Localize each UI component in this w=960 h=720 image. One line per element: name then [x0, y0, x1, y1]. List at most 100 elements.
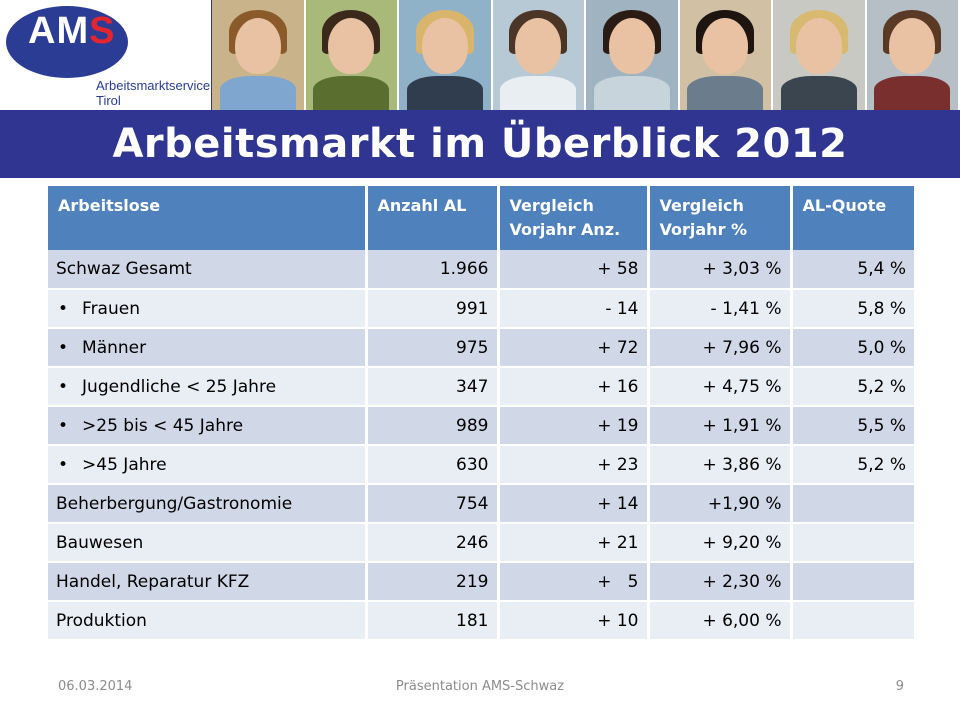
cell-al-quote — [791, 523, 914, 563]
title-bar: Arbeitsmarkt im Überblick 2012 — [0, 110, 960, 178]
row-label: Frauen — [48, 289, 368, 329]
body-shape — [500, 76, 577, 110]
cell-vergleich-prozent: + 2,30 % — [648, 562, 793, 602]
table-header-row: Arbeitslose Anzahl AL Vergleich Vorjahr … — [48, 186, 914, 250]
cell-vergleich-prozent: + 1,91 % — [648, 406, 793, 446]
cell-vergleich-anzahl: + 14 — [498, 484, 650, 524]
cell-vergleich-anzahl: + 58 — [498, 250, 650, 290]
cell-anzahl: 975 — [366, 328, 500, 368]
row-label: Handel, Reparatur KFZ — [48, 562, 368, 602]
cell-vergleich-anzahl: + 21 — [498, 523, 650, 563]
cell-anzahl: 1.966 — [366, 250, 500, 290]
cell-anzahl: 754 — [366, 484, 500, 524]
logo-wordmark: AMS — [28, 10, 116, 52]
row-label: Produktion — [48, 601, 368, 641]
header-anzahl: Anzahl AL — [366, 186, 500, 250]
header-al-quote: AL-Quote — [791, 186, 914, 250]
cell-al-quote: 5,2 % — [791, 445, 914, 485]
header-vergleich-prozent: Vergleich Vorjahr % — [648, 186, 793, 250]
body-shape — [780, 76, 857, 110]
body-shape — [687, 76, 764, 110]
logo-ellipse — [6, 6, 128, 78]
logo-subtitle-line2: Tirol — [96, 93, 121, 108]
face-shape — [889, 18, 936, 74]
cell-vergleich-prozent: + 6,00 % — [648, 601, 793, 641]
ams-logo: AMS Arbeitsmarktservice Tirol — [0, 0, 212, 110]
logo-subtitle: Arbeitsmarktservice Tirol — [96, 78, 210, 108]
table-row: Beherbergung/Gastronomie 754 + 14 +1,90 % — [48, 484, 914, 524]
face-shape — [795, 18, 842, 74]
cell-vergleich-prozent: + 3,86 % — [648, 445, 793, 485]
businesswoman-photo — [399, 0, 493, 110]
body-shape — [406, 76, 483, 110]
footer-date: 06.03.2014 — [58, 679, 133, 694]
body-shape — [219, 76, 296, 110]
cell-anzahl: 347 — [366, 367, 500, 407]
cell-vergleich-prozent: - 1,41 % — [648, 289, 793, 329]
cell-al-quote: 5,4 % — [791, 250, 914, 290]
footer-title: Präsentation AMS-Schwaz — [395, 679, 565, 694]
page-number: 9 — [895, 679, 904, 694]
body-shape — [593, 76, 670, 110]
row-label: >45 Jahre — [48, 445, 368, 485]
body-shape — [313, 76, 390, 110]
row-label: Beherbergung/Gastronomie — [48, 484, 368, 524]
body-shape — [874, 76, 951, 110]
row-label: >25 bis < 45 Jahre — [48, 406, 368, 446]
cell-al-quote — [791, 562, 914, 602]
woman-guitar-photo — [305, 0, 399, 110]
cell-al-quote: 5,2 % — [791, 367, 914, 407]
cell-anzahl: 630 — [366, 445, 500, 485]
cell-al-quote: 5,5 % — [791, 406, 914, 446]
face-shape — [515, 18, 562, 74]
cell-vergleich-anzahl: + 5 — [498, 562, 650, 602]
cell-anzahl: 989 — [366, 406, 500, 446]
row-label: Schwaz Gesamt — [48, 250, 368, 290]
table-row: Handel, Reparatur KFZ 219 + 5 + 2,30 % — [48, 562, 914, 602]
woman-binoculars-photo — [492, 0, 586, 110]
cell-al-quote — [791, 601, 914, 641]
face-shape — [702, 18, 749, 74]
cell-vergleich-anzahl: + 72 — [498, 328, 650, 368]
table-row: Schwaz Gesamt 1.966 + 58 + 3,03 % 5,4 % — [48, 250, 914, 290]
unemployment-table: Arbeitslose Anzahl AL Vergleich Vorjahr … — [48, 186, 914, 641]
cell-anzahl: 246 — [366, 523, 500, 563]
young-woman-photo — [866, 0, 960, 110]
cell-vergleich-anzahl: + 23 — [498, 445, 650, 485]
table-row: Bauwesen 246 + 21 + 9,20 % — [48, 523, 914, 563]
row-label: Männer — [48, 328, 368, 368]
header-vergleich-anzahl: Vergleich Vorjahr Anz. — [498, 186, 650, 250]
face-shape — [421, 18, 468, 74]
row-label: Jugendliche < 25 Jahre — [48, 367, 368, 407]
logo-subtitle-line1: Arbeitsmarktservice — [96, 78, 211, 93]
cell-vergleich-anzahl: + 19 — [498, 406, 650, 446]
cell-vergleich-prozent: + 3,03 % — [648, 250, 793, 290]
row-label: Bauwesen — [48, 523, 368, 563]
cell-vergleich-anzahl: + 10 — [498, 601, 650, 641]
cell-al-quote: 5,0 % — [791, 328, 914, 368]
woman-phone-photo — [586, 0, 680, 110]
cell-vergleich-anzahl: - 14 — [498, 289, 650, 329]
header-arbeitslose: Arbeitslose — [48, 186, 368, 250]
face-shape — [328, 18, 375, 74]
table-row: Produktion 181 + 10 + 6,00 % — [48, 601, 914, 641]
face-shape — [608, 18, 655, 74]
cell-vergleich-prozent: +1,90 % — [648, 484, 793, 524]
photo-strip — [212, 0, 960, 110]
cell-vergleich-anzahl: + 16 — [498, 367, 650, 407]
blonde-woman-photo — [773, 0, 867, 110]
cell-anzahl: 219 — [366, 562, 500, 602]
cell-al-quote — [791, 484, 914, 524]
cell-al-quote: 5,8 % — [791, 289, 914, 329]
cell-vergleich-prozent: + 7,96 % — [648, 328, 793, 368]
face-shape — [234, 18, 281, 74]
cell-anzahl: 181 — [366, 601, 500, 641]
smiling-woman-photo — [679, 0, 773, 110]
cell-anzahl: 991 — [366, 289, 500, 329]
cell-vergleich-prozent: + 4,75 % — [648, 367, 793, 407]
